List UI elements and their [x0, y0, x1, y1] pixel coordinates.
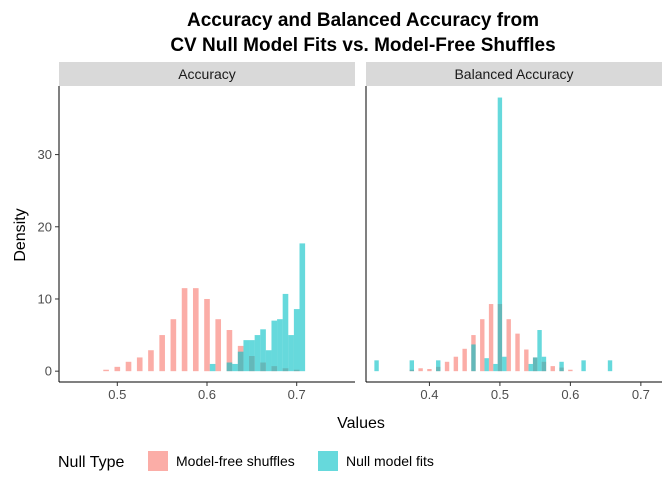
bar-accuracy-model-free-shuffles: [114, 366, 121, 372]
bar-balanced-accuracy-null-model-fits: [528, 363, 533, 372]
bar-balanced-accuracy-model-free-shuffles: [488, 304, 494, 372]
bar-accuracy-model-free-shuffles: [204, 298, 210, 372]
bar-accuracy-null-model-fits: [260, 329, 266, 372]
bar-balanced-accuracy-null-model-fits: [497, 97, 503, 372]
bar-balanced-accuracy-null-model-fits: [374, 360, 379, 372]
x-axis-title: Values: [337, 415, 385, 432]
x-tick-label-accuracy: 0.6: [198, 387, 216, 402]
legend-swatch-model-free-shuffles: [148, 451, 168, 471]
bar-balanced-accuracy-null-model-fits: [493, 363, 498, 372]
panel-strip-balanced-accuracy: [366, 62, 662, 86]
bar-accuracy-model-free-shuffles: [192, 288, 199, 372]
legend-swatch-null-model-fits: [318, 451, 338, 471]
bar-accuracy-null-model-fits: [299, 243, 306, 372]
bar-accuracy-null-model-fits: [288, 335, 294, 372]
bar-balanced-accuracy-model-free-shuffles: [462, 348, 467, 372]
bar-balanced-accuracy-model-free-shuffles: [427, 369, 432, 372]
bar-accuracy-null-model-fits: [232, 363, 238, 372]
bar-accuracy-null-model-fits: [265, 350, 272, 372]
bar-accuracy-model-free-shuffles: [215, 319, 222, 372]
x-tick-label-balanced-accuracy: 0.5: [491, 387, 509, 402]
bar-accuracy-null-model-fits: [209, 363, 216, 372]
panel-strip-label-balanced-accuracy: Balanced Accuracy: [454, 66, 573, 82]
bar-accuracy-null-model-fits: [237, 351, 244, 372]
y-tick-label: 0: [45, 364, 52, 379]
bar-balanced-accuracy-model-free-shuffles: [515, 333, 520, 372]
bar-accuracy-null-model-fits: [282, 293, 289, 372]
bar-accuracy-model-free-shuffles: [170, 319, 177, 372]
bar-accuracy-null-model-fits: [226, 362, 233, 372]
bar-accuracy-null-model-fits: [249, 340, 255, 372]
bar-accuracy-null-model-fits: [277, 319, 283, 372]
bar-accuracy-null-model-fits: [293, 309, 300, 372]
y-tick-label: 10: [38, 291, 52, 306]
y-tick-label: 20: [38, 219, 52, 234]
bar-balanced-accuracy-null-model-fits: [484, 358, 489, 372]
bar-accuracy-model-free-shuffles: [148, 350, 154, 372]
chart-title-line-2: CV Null Model Fits vs. Model-Free Shuffl…: [170, 35, 555, 56]
bar-accuracy-null-model-fits: [271, 320, 278, 372]
bar-accuracy-model-free-shuffles: [226, 330, 233, 372]
x-tick-label-balanced-accuracy: 0.6: [561, 387, 579, 402]
bar-balanced-accuracy-null-model-fits: [607, 360, 613, 372]
bar-balanced-accuracy-model-free-shuffles: [568, 369, 573, 372]
panel-balanced-accuracy-bars: [374, 97, 613, 372]
x-tick-label-balanced-accuracy: 0.4: [420, 387, 438, 402]
y-tick-label: 30: [38, 147, 52, 162]
bar-balanced-accuracy-model-free-shuffles: [453, 356, 459, 372]
bar-balanced-accuracy-null-model-fits: [532, 357, 538, 372]
bar-balanced-accuracy-null-model-fits: [541, 356, 547, 372]
y-axis-title: Density: [12, 208, 29, 261]
bar-balanced-accuracy-null-model-fits: [559, 361, 564, 372]
bar-balanced-accuracy-model-free-shuffles: [506, 319, 511, 372]
bar-balanced-accuracy-null-model-fits: [581, 360, 586, 372]
x-tick-label-balanced-accuracy: 0.7: [632, 387, 650, 402]
panel-strip-accuracy: [59, 62, 355, 86]
bar-balanced-accuracy-null-model-fits: [436, 360, 441, 372]
bar-accuracy-model-free-shuffles: [125, 361, 132, 372]
bar-accuracy-model-free-shuffles: [181, 288, 188, 372]
bar-balanced-accuracy-null-model-fits: [502, 356, 507, 372]
bar-accuracy-model-free-shuffles: [136, 357, 143, 372]
bar-accuracy-model-free-shuffles: [159, 335, 165, 372]
x-tick-label-accuracy: 0.5: [108, 387, 126, 402]
bar-balanced-accuracy-null-model-fits: [537, 330, 542, 372]
legend-label-null-model-fits: Null model fits: [346, 453, 434, 469]
bar-balanced-accuracy-model-free-shuffles: [418, 368, 423, 372]
bar-balanced-accuracy-model-free-shuffles: [444, 361, 450, 372]
bar-accuracy-null-model-fits: [254, 335, 261, 372]
bar-accuracy-model-free-shuffles: [103, 369, 109, 372]
bar-balanced-accuracy-null-model-fits: [471, 344, 476, 372]
x-tick-label-accuracy: 0.7: [288, 387, 306, 402]
bar-balanced-accuracy-model-free-shuffles: [550, 366, 555, 372]
chart-title-line-1: Accuracy and Balanced Accuracy from: [187, 10, 539, 31]
bar-balanced-accuracy-model-free-shuffles: [524, 349, 529, 372]
bar-accuracy-null-model-fits: [243, 340, 250, 372]
bar-balanced-accuracy-model-free-shuffles: [480, 319, 485, 372]
legend-title: Null Type: [58, 454, 125, 471]
panel-accuracy-bars: [103, 243, 306, 372]
axes: 0.5 0.6 0.7 0.4 0.5 0.6 0.7 0 10 20 30: [38, 86, 662, 402]
panel-strip-label-accuracy: Accuracy: [178, 66, 236, 82]
legend-label-model-free-shuffles: Model-free shuffles: [176, 453, 295, 469]
bar-balanced-accuracy-null-model-fits: [409, 360, 415, 372]
